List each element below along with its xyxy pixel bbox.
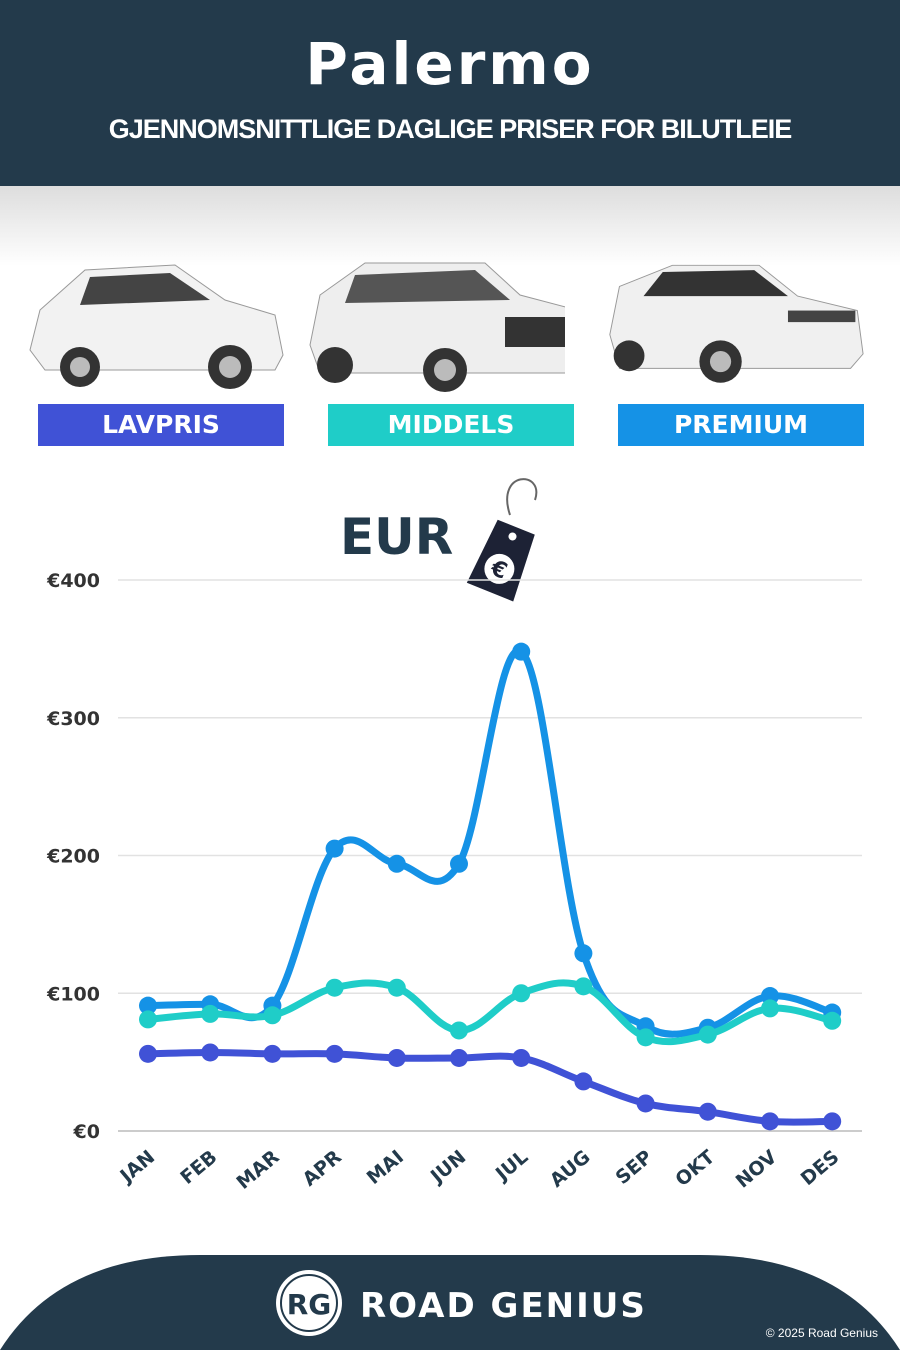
header: Palermo GJENNOMSNITTLIGE DAGLIGE PRISER … bbox=[0, 0, 900, 186]
brand-name: ROAD GENIUS bbox=[360, 1286, 647, 1326]
data-point-middels bbox=[636, 1028, 655, 1047]
data-point-middels bbox=[387, 978, 406, 997]
data-point-middels bbox=[698, 1025, 717, 1044]
x-tick-label: OKT bbox=[671, 1146, 719, 1191]
euro-price-tag-icon: € bbox=[466, 478, 538, 602]
x-tick-label: AUG bbox=[546, 1146, 595, 1192]
data-point-middels bbox=[325, 978, 344, 997]
y-tick-label: €100 bbox=[46, 983, 100, 1005]
data-point-premium bbox=[574, 944, 593, 963]
y-tick-label: €300 bbox=[46, 708, 100, 730]
data-point-lavpris bbox=[139, 1044, 157, 1063]
data-point-lavpris bbox=[512, 1048, 531, 1067]
x-tick-label: JUL bbox=[490, 1146, 532, 1186]
x-tick-label: APR bbox=[299, 1146, 347, 1191]
data-point-lavpris bbox=[201, 1043, 220, 1062]
data-point-premium bbox=[761, 987, 779, 1006]
x-tick-label: NOV bbox=[732, 1146, 782, 1193]
currency-label: EUR bbox=[340, 508, 454, 566]
midsize-car-image bbox=[309, 262, 565, 392]
x-tick-label: DES bbox=[797, 1146, 844, 1190]
premium-car-image bbox=[609, 264, 864, 383]
data-point-lavpris bbox=[761, 1112, 779, 1131]
page-title: Palermo bbox=[305, 30, 595, 98]
economy-car-image bbox=[29, 264, 284, 389]
x-tick-label: JUN bbox=[425, 1146, 470, 1189]
y-tick-label: €0 bbox=[73, 1121, 100, 1143]
road-genius-logo: RG bbox=[276, 1270, 342, 1336]
data-point-lavpris bbox=[698, 1102, 717, 1121]
data-point-lavpris bbox=[387, 1048, 406, 1067]
data-point-premium bbox=[450, 854, 468, 873]
data-point-middels bbox=[761, 999, 779, 1018]
data-point-middels bbox=[139, 1010, 157, 1029]
x-tick-label: MAR bbox=[233, 1146, 284, 1194]
data-point-lavpris bbox=[636, 1094, 655, 1113]
data-point-middels bbox=[512, 984, 531, 1003]
data-point-middels bbox=[823, 1011, 842, 1030]
x-tick-label: JAN bbox=[115, 1146, 160, 1188]
series-line-premium bbox=[144, 647, 836, 1038]
data-point-middels bbox=[201, 1004, 220, 1023]
page-subtitle: GJENNOMSNITTLIGE DAGLIGE PRISER FOR BILU… bbox=[108, 114, 793, 144]
y-tick-label: €400 bbox=[46, 570, 100, 592]
data-point-lavpris bbox=[263, 1044, 282, 1063]
data-point-middels bbox=[263, 1006, 282, 1025]
x-tick-label: SEP bbox=[612, 1146, 657, 1189]
data-point-lavpris bbox=[574, 1072, 593, 1091]
header-shadow bbox=[0, 186, 900, 266]
svg-text:RG: RG bbox=[287, 1288, 332, 1321]
data-point-lavpris bbox=[450, 1048, 468, 1067]
line-chart: €0 €100 €200 €300 €400 JAN FEB MAR APR MAI JUN JUL A… bbox=[46, 570, 862, 1194]
data-point-premium bbox=[139, 996, 157, 1015]
data-point-premium bbox=[325, 839, 344, 858]
category-middels: MIDDELS bbox=[328, 404, 574, 446]
copyright: © 2025 Road Genius bbox=[765, 1326, 878, 1340]
data-point-middels bbox=[450, 1021, 468, 1040]
data-point-premium bbox=[512, 642, 531, 661]
footer-band bbox=[0, 1255, 900, 1350]
x-tick-label: MAI bbox=[363, 1146, 408, 1189]
data-point-middels bbox=[574, 977, 593, 996]
category-premium: PREMIUM bbox=[618, 404, 864, 446]
series-line-middels bbox=[144, 979, 836, 1046]
data-point-lavpris bbox=[325, 1044, 344, 1063]
y-tick-label: €200 bbox=[46, 846, 100, 868]
data-point-premium bbox=[387, 854, 406, 873]
data-point-lavpris bbox=[823, 1112, 842, 1131]
category-lavpris: LAVPRIS bbox=[38, 404, 284, 446]
series-line-lavpris bbox=[144, 1048, 836, 1126]
x-tick-label: FEB bbox=[176, 1146, 221, 1189]
